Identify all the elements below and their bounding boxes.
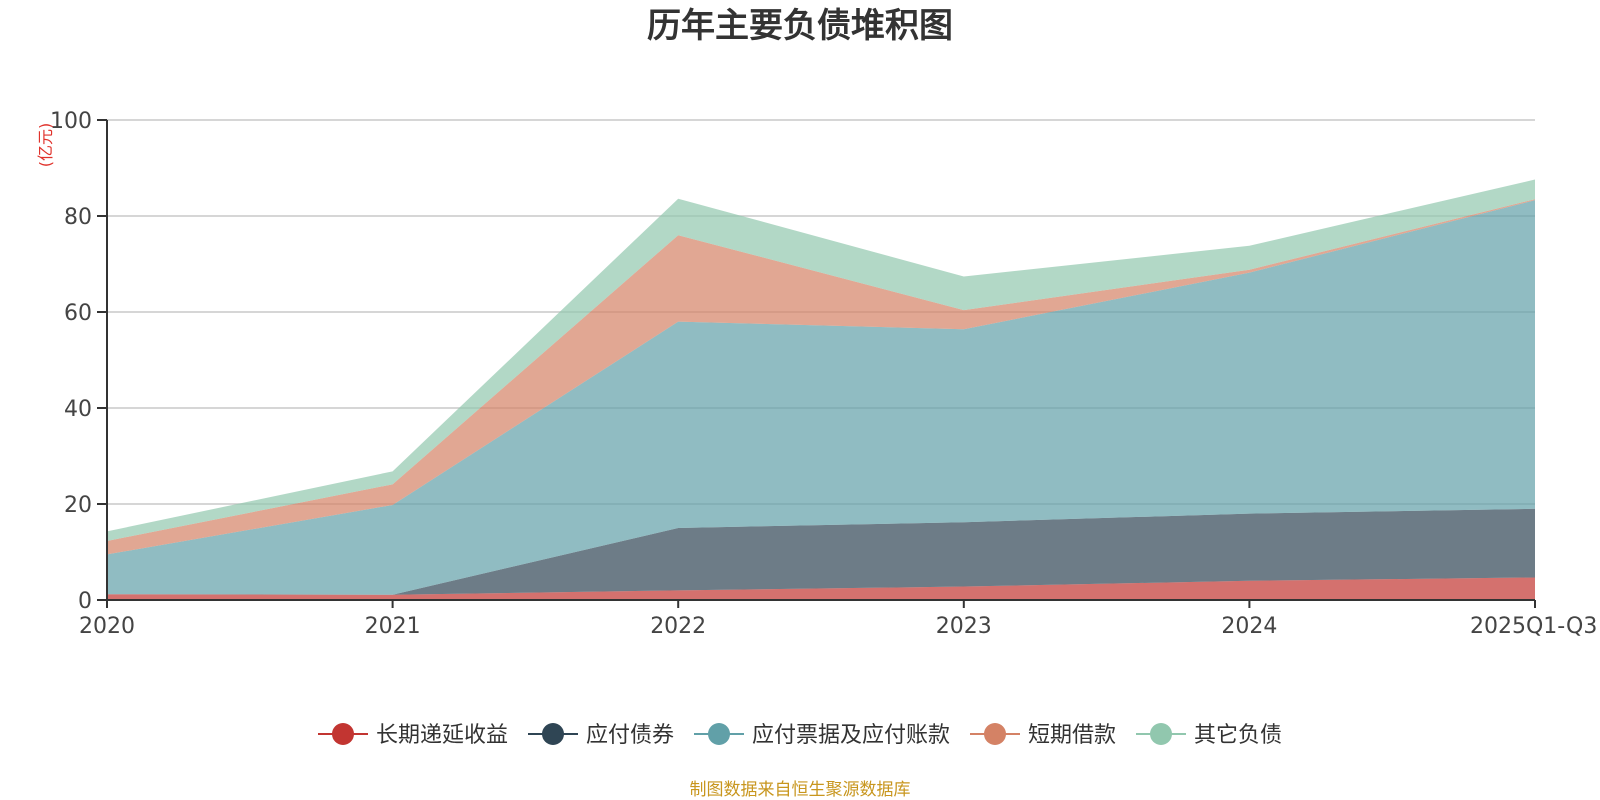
legend-label-3: 应付票据及应付账款 [752, 723, 950, 748]
area-series-5 [107, 179, 1535, 541]
legend-label-4: 短期借款 [1028, 723, 1116, 748]
x-tick-label: 2020 [79, 614, 135, 639]
y-tick-label: 100 [50, 109, 92, 134]
y-tick-label: 20 [64, 493, 92, 518]
x-tick-label: 2021 [365, 614, 421, 639]
x-tick-label: 2025Q1-Q3 [1470, 614, 1597, 639]
x-tick-label: 2022 [650, 614, 706, 639]
legend-marker-3 [708, 723, 730, 745]
area-series-4 [107, 199, 1535, 555]
area-series [107, 179, 1535, 600]
y-tick-label: 40 [64, 397, 92, 422]
area-series-2 [107, 508, 1535, 595]
y-tick-label: 0 [78, 589, 92, 614]
x-tick-label: 2024 [1221, 614, 1277, 639]
legend-label-1: 长期递延收益 [376, 723, 508, 748]
area-series-3 [107, 200, 1535, 595]
legend-label-5: 其它负债 [1194, 723, 1282, 748]
y-tick-label: 80 [64, 205, 92, 230]
source-note: 制图数据来自恒生聚源数据库 [690, 780, 911, 800]
chart-title: 历年主要负债堆积图 [647, 6, 953, 46]
legend-marker-4 [984, 723, 1006, 745]
y-axis-unit: (亿元) [36, 123, 55, 168]
legend: 长期递延收益 应付债券 应付票据及应付账款 短期借款 其它负债 [318, 723, 1282, 748]
axes: 0 20 40 60 80 100 2020 2021 2022 2023 2024 2025Q1-Q… [50, 109, 1597, 639]
y-tick-label: 60 [64, 301, 92, 326]
area-series-1 [107, 577, 1535, 600]
legend-marker-5 [1150, 723, 1172, 745]
legend-marker-1 [332, 723, 354, 745]
legend-label-2: 应付债券 [586, 723, 674, 748]
legend-marker-2 [542, 723, 564, 745]
x-tick-label: 2023 [936, 614, 992, 639]
